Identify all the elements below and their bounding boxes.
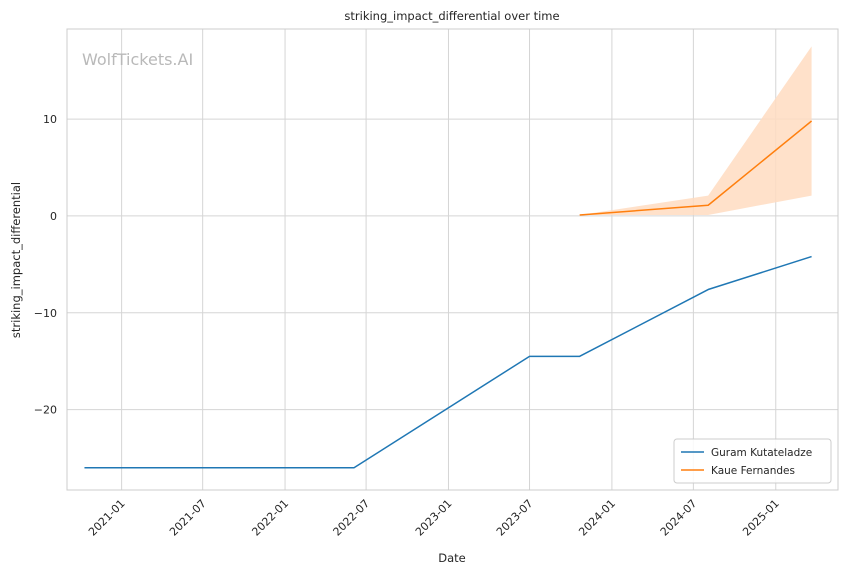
y-tick-label: −20	[34, 404, 57, 417]
x-axis-label: Date	[438, 551, 466, 565]
legend: Guram Kutateladze Kaue Fernandes	[673, 438, 832, 484]
x-tick-label: 2022-01	[249, 497, 291, 539]
confidence-bands	[579, 46, 812, 215]
plot-frame	[66, 28, 839, 491]
x-tick-label: 2024-01	[576, 497, 618, 539]
chart-title: striking_impact_differential over time	[344, 9, 559, 23]
x-tick-label: 2021-01	[86, 497, 128, 539]
x-tick-label: 2023-07	[494, 497, 536, 539]
grid	[67, 29, 838, 490]
confidence-band-kaue-fernandes	[579, 46, 812, 215]
legend-label-guram-kutateladze: Guram Kutateladze	[711, 447, 812, 459]
x-tick-label: 2023-01	[413, 497, 455, 539]
x-tick-label: 2022-07	[331, 497, 373, 539]
legend-box	[673, 438, 832, 484]
watermark-text: WolfTickets.AI	[82, 50, 193, 69]
x-tick-label: 2021-07	[167, 497, 209, 539]
series-line-kaue-fernandes	[579, 120, 813, 216]
x-tick-label: 2024-07	[658, 497, 700, 539]
legend-label-kaue-fernandes: Kaue Fernandes	[711, 465, 795, 477]
y-tick-labels: 10 0 −10 −20	[34, 113, 57, 417]
y-tick-label: −10	[34, 307, 57, 320]
x-tick-label: 2025-01	[740, 497, 782, 539]
y-axis-label: striking_impact_differential	[9, 182, 23, 338]
x-tick-labels: 2021-01 2021-07 2022-01 2022-07 2023-01 2023-…	[86, 497, 782, 539]
y-tick-label: 10	[43, 113, 57, 126]
series-line-guram-kutateladze	[84, 255, 812, 469]
y-tick-label: 0	[50, 210, 57, 223]
series-lines	[84, 120, 813, 469]
